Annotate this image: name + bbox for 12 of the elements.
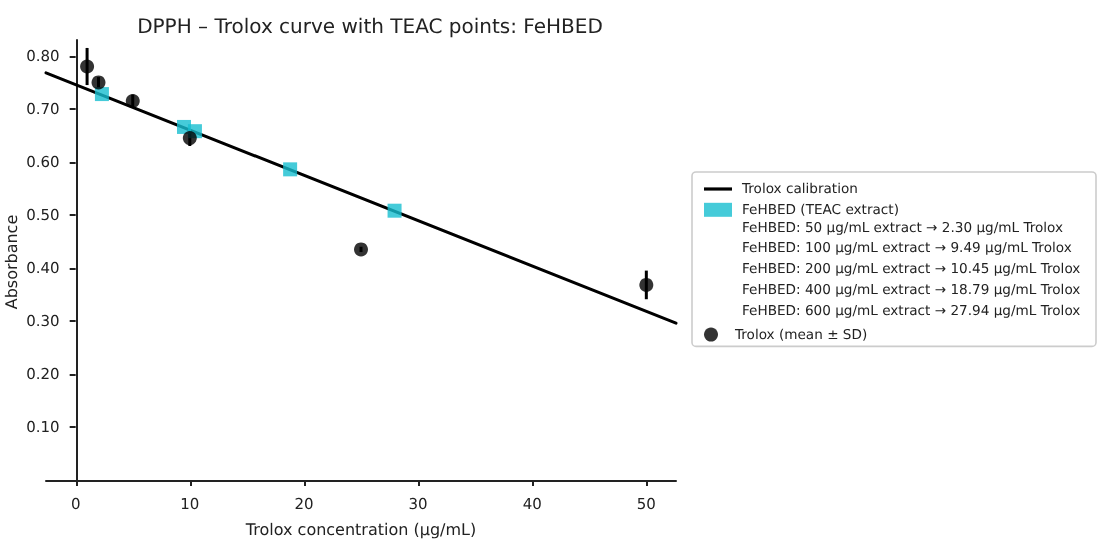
- x-axis-title: Trolox concentration (μg/mL): [243, 520, 477, 539]
- point: [354, 242, 368, 257]
- point: [91, 75, 106, 90]
- point: [80, 59, 95, 74]
- y-axis-title: Absorbance: [3, 214, 21, 310]
- point: [387, 203, 402, 218]
- point: [182, 131, 197, 146]
- point: [283, 162, 298, 177]
- point: [125, 93, 140, 108]
- point: [639, 277, 654, 292]
- point: [94, 87, 109, 102]
- chart-title: DPPH – Trolox curve with TEAC points: FeHBED: [137, 17, 604, 39]
